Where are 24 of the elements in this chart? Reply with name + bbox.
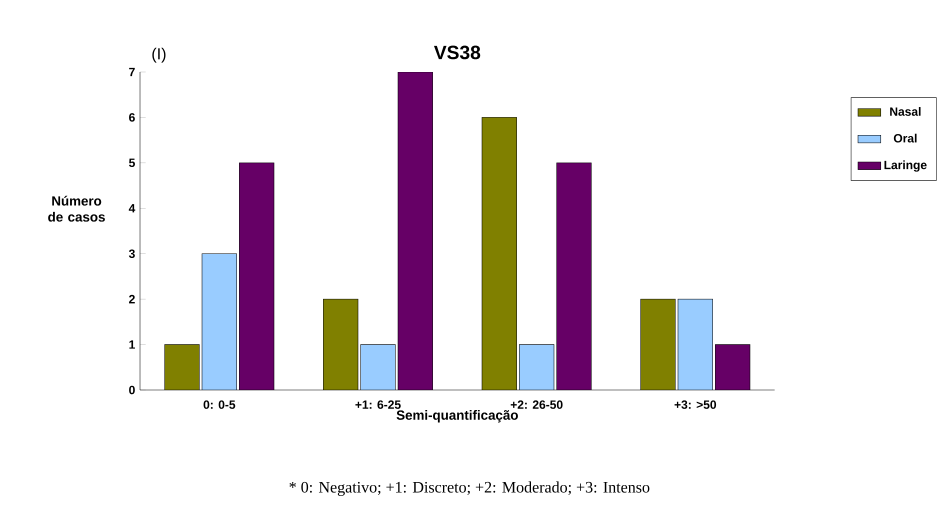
y-tick-label: 5: [129, 158, 135, 168]
x-axis-title: Semi-quantificação: [396, 410, 518, 422]
x-tick-label: +3: >50: [674, 400, 716, 409]
y-tick-label: 4: [128, 204, 136, 212]
y-tick-label: 3: [128, 249, 135, 258]
legend-label: Laringe: [884, 160, 927, 172]
legend-label: Oral: [894, 134, 917, 143]
y-tick-label: 7: [129, 68, 135, 76]
bar: [164, 344, 200, 390]
legend-label: Nasal: [890, 107, 921, 116]
text: (I): [152, 48, 166, 63]
chart-title: VS38: [434, 46, 480, 60]
text: * 0: Negativo; +1: Discreto; +2: Moderado; +3: Intenso: [290, 481, 650, 496]
bar: [482, 117, 517, 390]
bar: [323, 299, 358, 390]
y-axis-title: Número de casos: [48, 196, 105, 222]
x-tick-label: +1: 6-25: [355, 400, 401, 409]
x-tick-label: +2: 26-50: [510, 400, 563, 409]
y-tick-label: 6: [129, 113, 135, 122]
bar: [640, 298, 676, 390]
y-tick-label: 1: [129, 340, 135, 349]
y-tick-label: 0: [129, 386, 135, 394]
x-tick-label: 0: 0-5: [204, 400, 236, 409]
y-tick-label: 2: [129, 294, 135, 304]
